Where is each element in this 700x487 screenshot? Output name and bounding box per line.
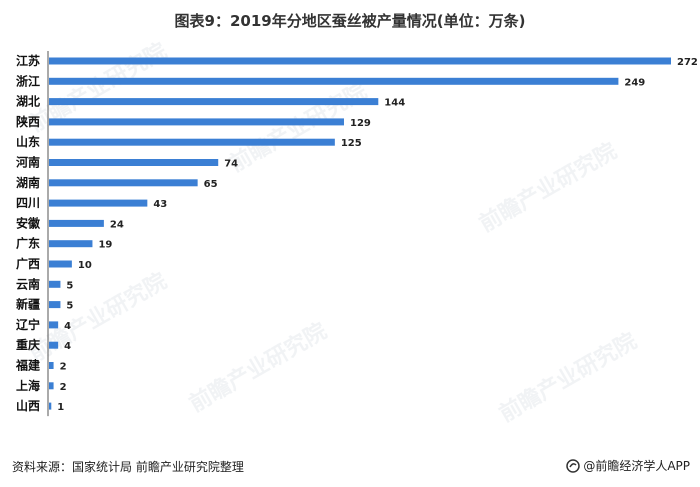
brand-logo-icon xyxy=(566,458,581,473)
data-label: 129 xyxy=(350,118,371,129)
bar xyxy=(49,77,619,85)
category-label: 陕西 xyxy=(16,114,40,129)
bar xyxy=(49,199,148,207)
data-label: 4 xyxy=(64,341,71,352)
category-label: 新疆 xyxy=(16,297,40,312)
data-label: 43 xyxy=(153,199,167,210)
source-note: 资料来源：国家统计局 前瞻产业研究院整理 xyxy=(12,460,244,474)
category-label: 安徽 xyxy=(16,215,41,230)
data-label: 5 xyxy=(66,280,73,291)
category-label: 广西 xyxy=(16,256,40,271)
data-label: 125 xyxy=(341,138,362,149)
category-label: 河南 xyxy=(15,155,40,170)
category-label: 江苏 xyxy=(16,53,40,68)
bar xyxy=(49,159,219,166)
category-label: 四川 xyxy=(16,196,40,210)
bar xyxy=(49,402,52,410)
data-label: 5 xyxy=(66,301,73,312)
category-label: 辽宁 xyxy=(16,317,40,332)
bar xyxy=(49,57,671,65)
data-label: 4 xyxy=(64,321,71,332)
bar xyxy=(49,138,335,146)
bar xyxy=(49,321,59,329)
data-label: 2 xyxy=(60,362,67,373)
category-label: 广东 xyxy=(16,236,40,251)
bar xyxy=(49,240,93,248)
data-label: 1 xyxy=(57,402,64,413)
category-label: 浙江 xyxy=(16,73,40,88)
category-label: 山东 xyxy=(16,134,40,149)
bar xyxy=(49,280,61,288)
bar xyxy=(49,260,72,268)
bar xyxy=(49,362,54,369)
data-label: 74 xyxy=(224,159,238,170)
bar xyxy=(49,219,104,227)
bar xyxy=(49,301,61,309)
category-label: 山西 xyxy=(16,398,40,413)
footer-brand: @前瞻经济学人APP xyxy=(566,457,690,474)
bar xyxy=(49,118,344,126)
data-label: 65 xyxy=(204,179,218,190)
category-label: 湖北 xyxy=(16,94,40,109)
category-label: 上海 xyxy=(16,378,40,393)
bar xyxy=(49,382,54,390)
chart-title: 图表9：2019年分地区蚕丝被产量情况(单位：万条) xyxy=(174,12,526,30)
data-label: 2 xyxy=(60,382,67,393)
bar xyxy=(49,341,59,349)
data-label: 249 xyxy=(624,77,645,88)
category-label: 云南 xyxy=(16,276,40,291)
data-label: 19 xyxy=(98,240,112,251)
bar xyxy=(49,179,198,187)
category-label: 湖南 xyxy=(16,175,40,190)
category-label: 福建 xyxy=(15,358,41,373)
data-label: 144 xyxy=(384,98,405,109)
bar xyxy=(49,98,379,106)
category-label: 重庆 xyxy=(16,337,40,352)
brand-text: @前瞻经济学人APP xyxy=(583,459,690,473)
data-label: 10 xyxy=(78,260,92,271)
data-label: 24 xyxy=(110,219,124,230)
data-label: 272 xyxy=(677,57,698,68)
